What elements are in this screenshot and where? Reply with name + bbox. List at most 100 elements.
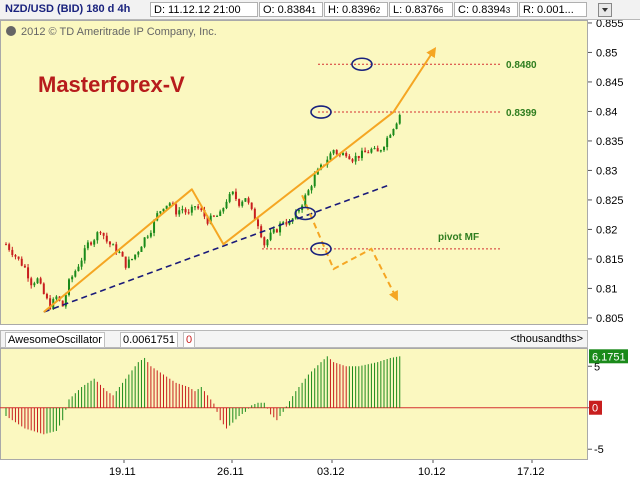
candle-body xyxy=(285,222,288,225)
levels-layer: 0.8480 0.8399 pivot MF xyxy=(262,60,537,250)
candle-body xyxy=(238,199,241,206)
candle-body xyxy=(269,232,272,240)
level-label: pivot MF xyxy=(438,232,479,243)
candle-body xyxy=(357,155,360,159)
candle-body xyxy=(392,129,395,135)
candle-body xyxy=(320,164,322,170)
candle-body xyxy=(71,276,74,280)
oscillator-plot-area[interactable] xyxy=(0,348,588,460)
candle-body xyxy=(376,148,379,152)
candle-body xyxy=(17,256,20,259)
candle-body xyxy=(14,255,17,257)
close-readout: C: 0.83943 xyxy=(454,2,518,17)
candle-body xyxy=(64,294,67,307)
copyright-note: 2012 © TD Ameritrade IP Company, Inc. xyxy=(6,26,217,38)
price-tick-label: 0.85 xyxy=(596,47,617,59)
low-value: L: 0.8376 xyxy=(393,4,439,16)
price-tick-label: 0.805 xyxy=(596,313,624,325)
candle-body xyxy=(5,244,7,246)
date-readout: D: 11.12.12 21:00 xyxy=(150,2,258,17)
candle-body xyxy=(364,150,367,153)
candle-body xyxy=(80,260,83,267)
candle-body xyxy=(194,206,196,208)
price-tick-label: 0.84 xyxy=(596,106,617,118)
candle-body xyxy=(367,152,370,154)
symbol-label[interactable]: NZD/USD (BID) 180 d 4h xyxy=(2,2,150,17)
candle-body xyxy=(20,258,23,266)
candle-body xyxy=(86,242,89,249)
candle-body xyxy=(131,258,133,260)
oscillator-name[interactable]: AwesomeOscillator xyxy=(5,332,105,348)
candle-body xyxy=(383,147,385,151)
candle-body xyxy=(209,215,212,224)
price-plot-area[interactable]: 2012 © TD Ameritrade IP Company, Inc. Ma… xyxy=(0,20,588,325)
highlight-ellipse xyxy=(310,105,332,119)
range-readout: R: 0.001... xyxy=(519,2,587,17)
oscillator-header-bar: AwesomeOscillator 0.0061751 0 <thousandt… xyxy=(0,330,588,348)
candle-body xyxy=(266,239,269,246)
chart-header-bar: NZD/USD (BID) 180 d 4h D: 11.12.12 21:00… xyxy=(0,0,640,20)
candle-body xyxy=(370,148,373,153)
candle-body xyxy=(247,198,250,203)
price-chart: 2012 © TD Ameritrade IP Company, Inc. Ma… xyxy=(5,26,537,313)
candle-body xyxy=(143,237,146,247)
candle-body xyxy=(389,134,392,138)
price-axis: 0.855 0.85 0.845 0.84 0.835 0.83 0.825 0.82 0.81… xyxy=(588,18,640,325)
forecast-path xyxy=(301,194,398,302)
candle-body xyxy=(250,202,253,209)
high-pipette: 2 xyxy=(375,6,381,15)
candle-body xyxy=(127,259,130,268)
candle-body xyxy=(55,296,58,299)
candle-body xyxy=(184,209,187,213)
candle-body xyxy=(115,244,118,253)
candle-body xyxy=(168,203,171,206)
high-readout: H: 0.83962 xyxy=(324,2,388,17)
candle-body xyxy=(373,148,376,150)
candle-body xyxy=(360,150,363,159)
oscillator-tick-label: 5 xyxy=(594,361,600,373)
candle-body xyxy=(222,208,225,212)
candle-body xyxy=(90,242,93,245)
candle-body xyxy=(8,244,11,250)
candle-body xyxy=(149,232,152,237)
open-readout: O: 0.83841 xyxy=(259,2,323,17)
candle-body xyxy=(313,174,316,187)
candle-body xyxy=(146,236,149,238)
time-tick-label: 26.11 xyxy=(217,466,244,478)
candle-body xyxy=(134,254,137,259)
candle-body xyxy=(102,232,105,236)
candle-body xyxy=(121,251,124,257)
candle-body xyxy=(241,201,244,206)
high-value: H: 0.8396 xyxy=(328,4,376,16)
candle-body xyxy=(348,156,351,160)
candle-body xyxy=(307,190,310,196)
oscillator-zero-badge-label: 0 xyxy=(592,403,598,415)
candle-body xyxy=(263,237,266,246)
candle-body xyxy=(219,211,222,216)
time-axis: 19.11 26.11 03.12 10.12 17.12 xyxy=(0,460,588,480)
candle-body xyxy=(112,244,115,246)
chart-menu-dropdown-icon[interactable] xyxy=(598,3,612,17)
close-value: C: 0.8394 xyxy=(458,4,506,16)
candle-body xyxy=(228,194,231,202)
price-tick-label: 0.855 xyxy=(596,20,624,30)
price-tick-label: 0.835 xyxy=(596,136,624,148)
candle-body xyxy=(216,215,219,217)
price-tick-label: 0.825 xyxy=(596,195,624,207)
oscillator-zero-badge xyxy=(589,400,602,415)
candle-body xyxy=(124,256,127,268)
copyright-text: 2012 © TD Ameritrade IP Company, Inc. xyxy=(21,26,217,38)
candle-body xyxy=(351,159,354,162)
time-axis-svg: 19.11 26.11 03.12 10.12 17.12 xyxy=(109,460,545,478)
candle-body xyxy=(342,153,345,156)
price-tick-label: 0.845 xyxy=(596,77,624,89)
oscillator-last-value-badge xyxy=(589,349,628,364)
candle-body xyxy=(39,278,42,284)
candle-body xyxy=(27,267,30,279)
candle-body xyxy=(23,265,26,268)
candle-body xyxy=(304,195,307,206)
candle-body xyxy=(99,232,102,234)
candle-body xyxy=(74,271,77,277)
support-trendline xyxy=(43,185,388,313)
